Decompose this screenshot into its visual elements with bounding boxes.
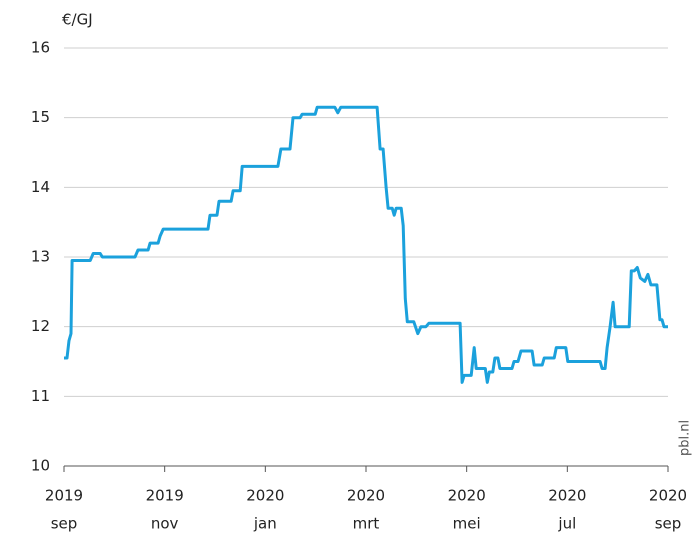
x-tick-month: jul [557, 515, 576, 533]
y-tick-label: 10 [31, 457, 50, 475]
y-tick-label: 11 [31, 387, 50, 405]
x-tick-month: mei [453, 515, 481, 533]
x-tick-label: 2020 [246, 487, 284, 505]
x-tick-label: 2020 [448, 487, 486, 505]
x-tick-month: sep [51, 515, 78, 533]
x-tick-label: 2019 [146, 487, 184, 505]
x-tick-label: 2020 [649, 487, 687, 505]
data-line [64, 105, 668, 384]
x-tick-month: nov [151, 515, 179, 533]
x-tick-month: sep [655, 515, 682, 533]
x-tick-label: 2020 [548, 487, 586, 505]
x-tick-month: mrt [353, 515, 380, 533]
source-label: pbl.nl [678, 420, 693, 456]
x-tick-label: 2019 [45, 487, 83, 505]
y-tick-label: 12 [31, 317, 50, 335]
y-tick-label: 14 [31, 178, 50, 196]
y-tick-label: 15 [31, 108, 50, 126]
y-tick-label: 16 [31, 39, 50, 57]
x-tick-month: jan [253, 515, 277, 533]
y-tick-label: 13 [31, 248, 50, 266]
x-tick-label: 2020 [347, 487, 385, 505]
y-axis-label: €/GJ [62, 11, 93, 29]
